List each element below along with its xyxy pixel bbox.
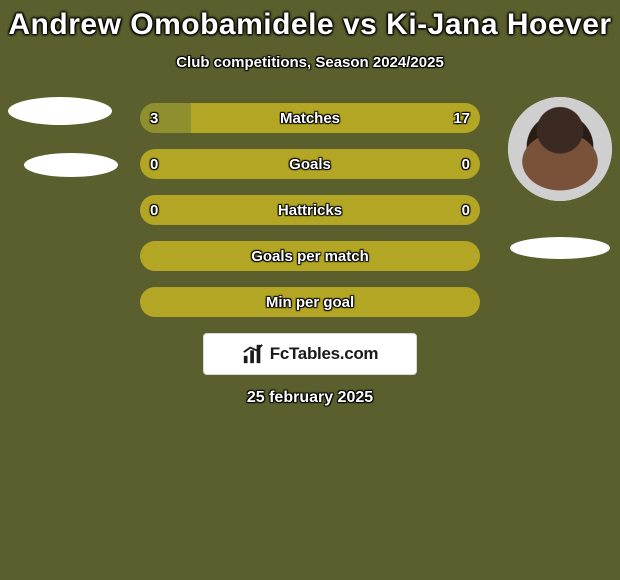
stat-value-right: 17 [453, 103, 470, 133]
bar-chart-icon [242, 343, 264, 365]
stat-track [140, 287, 480, 317]
stat-value-left: 3 [150, 103, 158, 133]
stat-row: Hattricks00 [140, 195, 480, 225]
stat-track [140, 103, 480, 133]
subtitle: Club competitions, Season 2024/2025 [0, 54, 620, 71]
stat-segment-right [140, 149, 480, 179]
player-right-avatar [508, 97, 612, 201]
page-title: Andrew Omobamidele vs Ki-Jana Hoever [0, 0, 620, 42]
stat-row: Min per goal [140, 287, 480, 317]
stat-segment-right [140, 241, 480, 271]
player-left-avatar-placeholder [8, 97, 112, 125]
fctables-logo: FcTables.com [203, 333, 417, 375]
stat-segment-left [140, 103, 191, 133]
stat-value-right: 0 [462, 195, 470, 225]
stat-track [140, 241, 480, 271]
player-right-shadow-ellipse [510, 237, 610, 259]
stat-value-left: 0 [150, 149, 158, 179]
stat-row: Goals per match [140, 241, 480, 271]
stat-track [140, 195, 480, 225]
stat-value-right: 0 [462, 149, 470, 179]
stat-segment-right [140, 287, 480, 317]
stat-segment-right [191, 103, 480, 133]
logo-text: FcTables.com [270, 344, 379, 364]
date-text: 25 february 2025 [0, 389, 620, 407]
stat-track [140, 149, 480, 179]
stat-row: Matches317 [140, 103, 480, 133]
player-right-face [508, 97, 612, 201]
stat-value-left: 0 [150, 195, 158, 225]
comparison-card: Andrew Omobamidele vs Ki-Jana Hoever Clu… [0, 0, 620, 580]
stat-row: Goals00 [140, 149, 480, 179]
player-left-shadow-ellipse [24, 153, 118, 177]
stage: Matches317Goals00Hattricks00Goals per ma… [0, 103, 620, 407]
stat-bars: Matches317Goals00Hattricks00Goals per ma… [140, 103, 480, 317]
stat-segment-right [140, 195, 480, 225]
